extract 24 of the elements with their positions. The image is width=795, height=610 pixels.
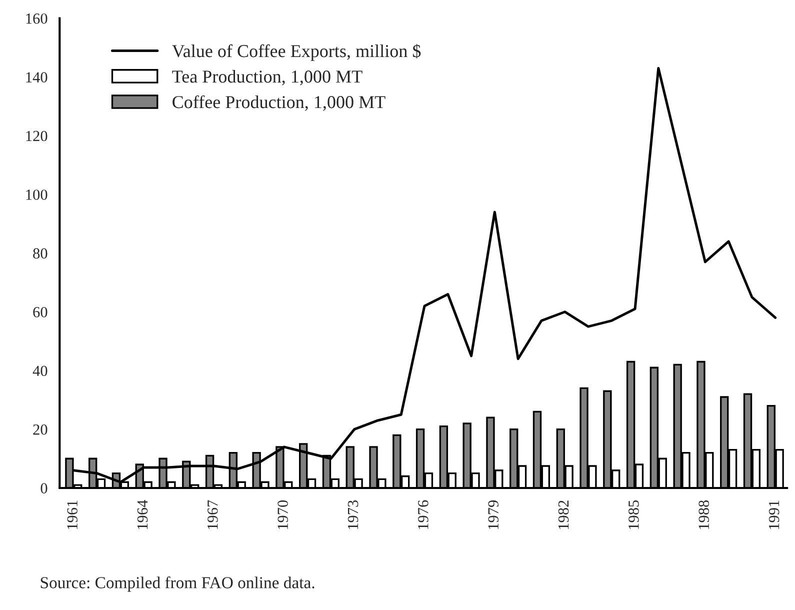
- x-tick-label: 1964: [137, 500, 148, 530]
- y-tick-label: 80: [33, 248, 48, 259]
- y-tick-label: 160: [26, 13, 48, 24]
- x-tick-label: 1982: [558, 500, 569, 530]
- x-tick-label: 1970: [278, 500, 288, 530]
- y-tick-label: 20: [33, 424, 48, 435]
- y-tick-label: 0: [40, 483, 48, 494]
- legend-label: Tea Production, 1,000 MT: [172, 70, 362, 86]
- x-tick-label: 1967: [208, 500, 218, 530]
- y-tick-label: 120: [26, 130, 48, 142]
- y-tick-label: 140: [26, 72, 48, 82]
- x-tick-label: 1976: [418, 500, 428, 530]
- legend-label: Value of Coffee Exports, million $: [172, 44, 421, 61]
- y-tick-label: 100: [26, 190, 48, 200]
- source-note: Source: Compiled from FAO online data.: [40, 576, 314, 592]
- x-tick-label: 1988: [698, 500, 710, 530]
- y-tick-label: 40: [32, 366, 48, 376]
- y-tick-label: 60: [33, 307, 48, 318]
- legend-label: Coffee Production, 1,000 MT: [172, 95, 386, 111]
- x-tick-label: 1985: [628, 500, 639, 530]
- x-tick-label: 1961: [67, 500, 78, 530]
- x-tick-label: 1979: [488, 500, 498, 530]
- x-tick-label: 1991: [768, 500, 780, 530]
- x-tick-label: 1973: [348, 500, 358, 530]
